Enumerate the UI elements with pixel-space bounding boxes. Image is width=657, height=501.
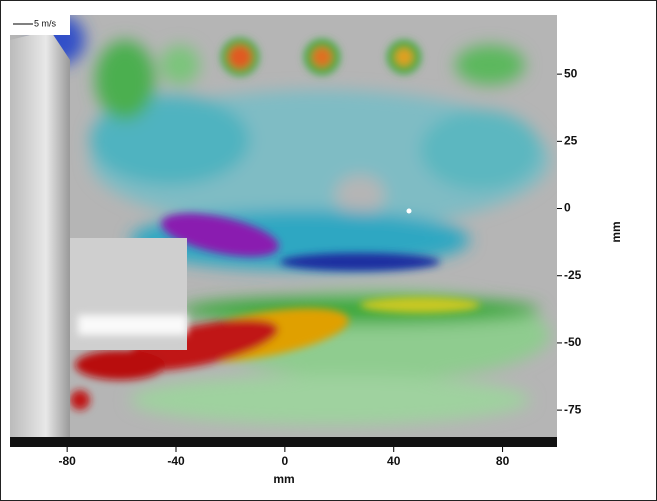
x-axis-label: mm [273, 472, 294, 486]
jet-highlight [78, 315, 187, 335]
x-tick-label: 40 [387, 454, 401, 468]
x-tick-label: -40 [167, 454, 185, 468]
page: 5 m/s mm mm -80-400408050250-25-50-75 ((… [0, 0, 657, 501]
y-tick-label: 0 [564, 201, 571, 215]
chart: 5 m/s mm mm -80 -40 0 40 80 50 25 0 -25 -50 -75 [0, 0, 657, 501]
y-axis-label: mm [609, 221, 623, 242]
velocity-field [10, 15, 557, 437]
x-tick-label: 80 [496, 454, 510, 468]
scale-label: 5 m/s [34, 18, 57, 28]
y-tick-label: -25 [564, 268, 582, 282]
y-tick-label: 25 [564, 134, 578, 148]
x-tick-label: -80 [58, 454, 76, 468]
y-tick-label: -75 [564, 402, 582, 416]
y-tick-label: -50 [564, 335, 582, 349]
spot [407, 209, 412, 214]
x-tick-label: 0 [282, 454, 289, 468]
y-tick-label: 50 [564, 66, 578, 80]
bottom-strip [10, 437, 557, 447]
nozzle [10, 30, 70, 437]
